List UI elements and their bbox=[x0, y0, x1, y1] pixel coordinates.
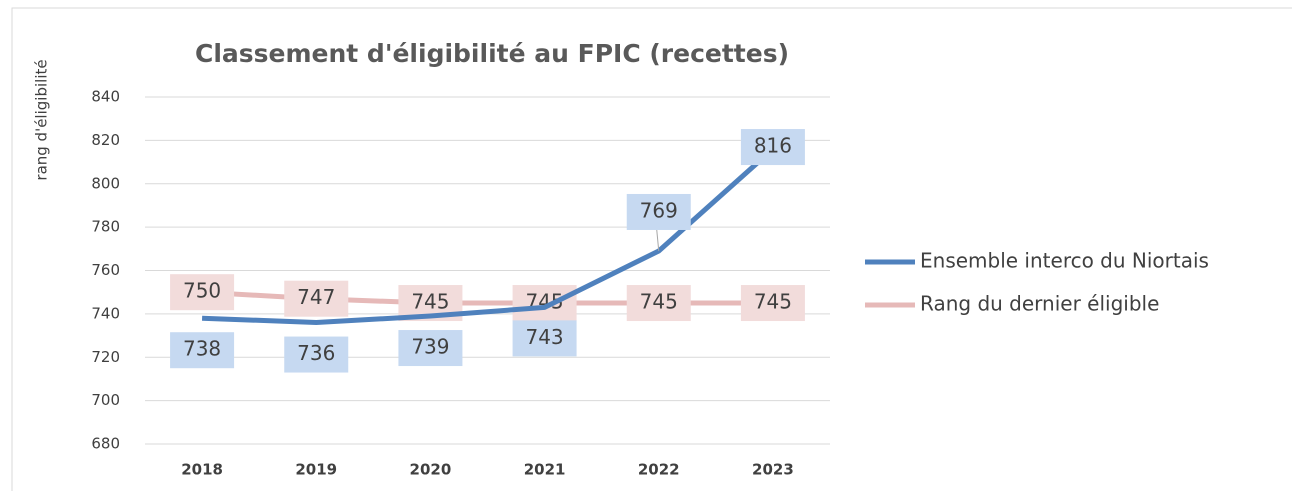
value-label-box bbox=[284, 336, 349, 373]
value-label: 745 bbox=[411, 290, 449, 314]
value-label: 745 bbox=[640, 290, 678, 314]
value-label: 769 bbox=[640, 198, 678, 222]
value-label-box bbox=[740, 285, 805, 322]
value-label-box bbox=[626, 285, 691, 322]
value-label-box bbox=[170, 332, 235, 369]
value-label: 738 bbox=[183, 337, 221, 361]
value-label: 743 bbox=[525, 325, 563, 349]
x-tick-label: 2023 bbox=[752, 461, 794, 479]
y-tick-label: 800 bbox=[91, 174, 120, 192]
x-tick-label: 2021 bbox=[524, 461, 566, 479]
y-tick-label: 700 bbox=[91, 391, 120, 409]
value-label: 736 bbox=[297, 341, 335, 365]
x-tick-label: 2019 bbox=[295, 461, 337, 479]
value-label-box bbox=[512, 320, 577, 357]
value-label: 750 bbox=[183, 279, 221, 303]
value-label-box bbox=[284, 280, 349, 317]
y-tick-label: 720 bbox=[91, 348, 120, 366]
y-tick-label: 680 bbox=[91, 435, 120, 453]
x-tick-label: 2022 bbox=[638, 461, 680, 479]
x-tick-label: 2018 bbox=[181, 461, 223, 479]
legend-label: Ensemble interco du Niortais bbox=[920, 249, 1209, 273]
line-series bbox=[201, 147, 775, 326]
value-label-box bbox=[170, 274, 235, 311]
value-label-box bbox=[740, 129, 805, 166]
y-tick-label: 780 bbox=[91, 218, 120, 236]
value-label: 816 bbox=[754, 134, 792, 158]
value-label: 739 bbox=[411, 335, 449, 359]
y-tick-label: 760 bbox=[91, 261, 120, 279]
y-tick-label: 820 bbox=[91, 131, 120, 149]
y-tick-label: 840 bbox=[91, 88, 120, 106]
legend-label: Rang du dernier éligible bbox=[920, 292, 1159, 316]
chart-border bbox=[11, 7, 1292, 495]
x-tick-label: 2020 bbox=[410, 461, 452, 479]
value-label-box bbox=[512, 285, 577, 322]
value-label-box bbox=[626, 193, 691, 230]
value-label-box bbox=[398, 330, 463, 367]
y-axis-label: rang d'éligibilité bbox=[33, 59, 51, 180]
chart-title: Classement d'éligibilité au FPIC (recett… bbox=[195, 39, 789, 68]
value-label: 745 bbox=[754, 290, 792, 314]
leader-line bbox=[656, 229, 660, 252]
y-tick-label: 740 bbox=[91, 304, 120, 322]
value-label: 747 bbox=[297, 285, 335, 309]
